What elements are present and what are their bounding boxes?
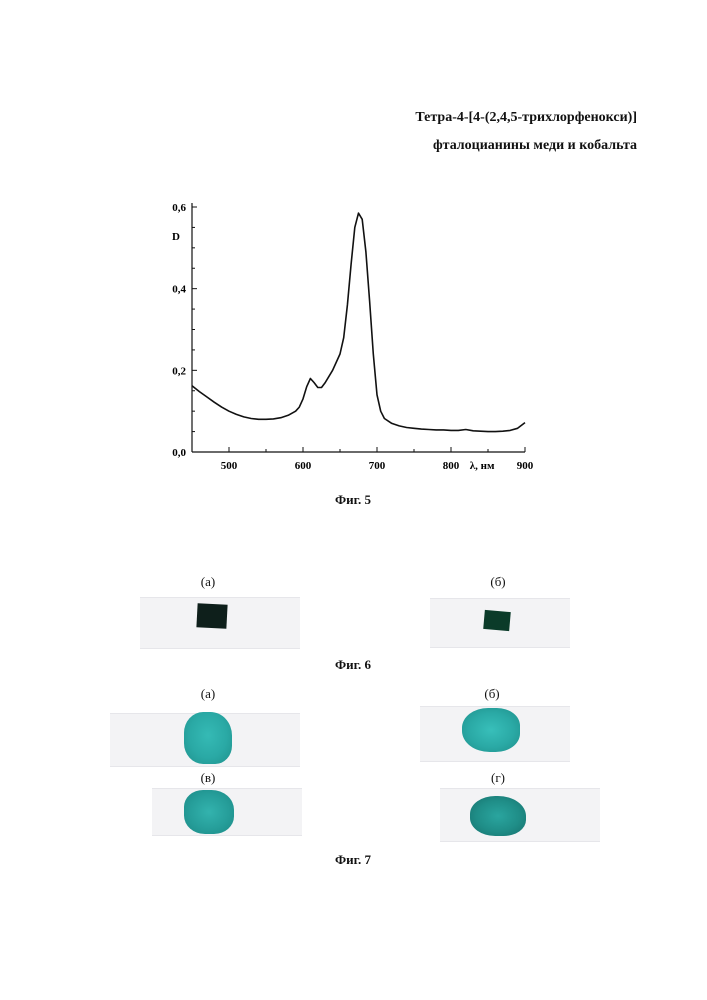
y-tick-label: 0,2 [172,365,186,377]
fig5-caption: Фиг. 5 [293,492,413,508]
document-title-line-1: Тетра-4-[4-(2,4,5-трихлорфенокси)] [415,110,637,126]
fig7-sample-b [462,708,520,752]
x-axis-label: λ, нм [470,460,495,472]
fig7-label-g: (г) [478,770,518,786]
y-tick-label: 0,0 [172,447,186,459]
fig6-label-a: (а) [188,574,228,590]
fig7-sample-a [184,712,232,764]
y-tick-label: 0,4 [172,284,186,296]
x-tick-label: 600 [295,460,312,472]
document-title-line-2: фталоцианины меди и кобальта [433,138,637,154]
spectrum-line [192,213,525,432]
fig6-label-b: (б) [478,574,518,590]
x-tick-label: 800 [443,460,460,472]
x-tick-label: 500 [221,460,238,472]
fig6-sample-a [196,603,227,629]
fig7-sample-v [184,790,234,834]
fig7-sample-g [470,796,526,836]
fig7-label-v: (в) [188,770,228,786]
x-tick-label: 700 [369,460,386,472]
y-axis-label: D [172,231,180,243]
fig6-caption: Фиг. 6 [293,657,413,673]
fig7-label-b: (б) [472,686,512,702]
fig7-label-a: (а) [188,686,228,702]
fig7-caption: Фиг. 7 [293,852,413,868]
fig6-sample-b [483,610,511,631]
y-tick-label: 0,6 [172,202,186,214]
x-tick-label: 900 [517,460,534,472]
absorption-spectrum-chart: 0,0 0,2 0,4 0,6 500 600 700 800 900 Dλ, нм [150,195,550,495]
